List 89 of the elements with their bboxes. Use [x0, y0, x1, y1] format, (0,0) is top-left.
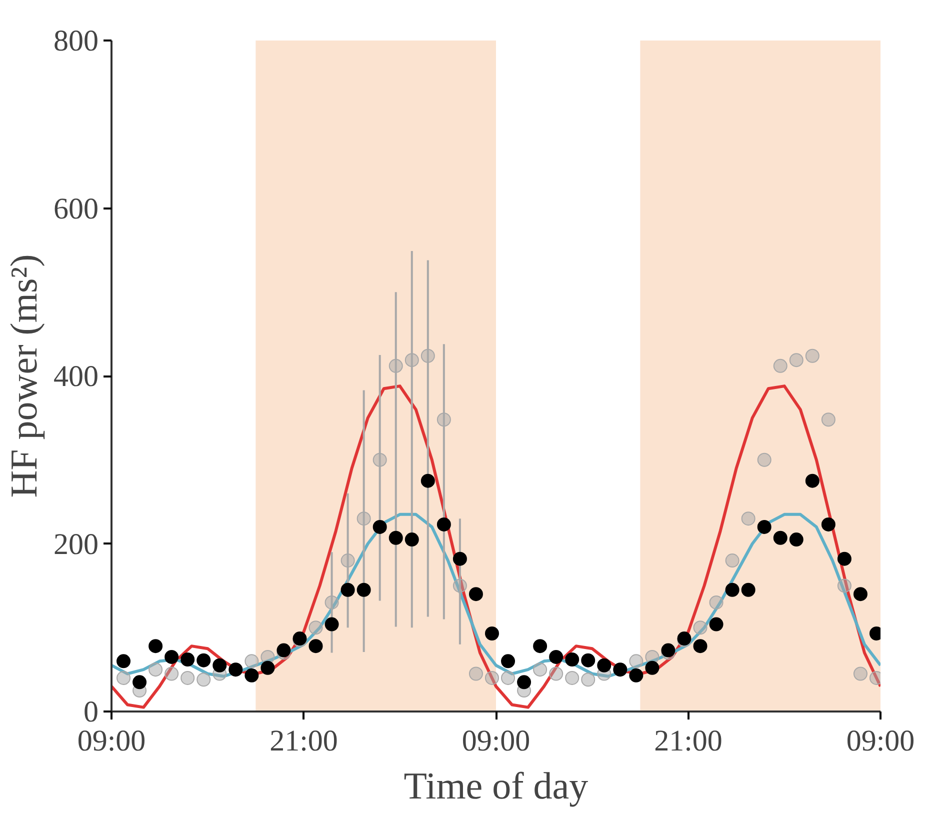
y-tick-label: 200 [54, 528, 98, 561]
point [164, 666, 179, 681]
point [468, 666, 483, 681]
y-tick-label: 400 [54, 360, 98, 393]
point [709, 595, 724, 610]
point [260, 660, 275, 675]
point [116, 670, 131, 685]
point [244, 654, 259, 668]
point [805, 474, 820, 488]
point [452, 578, 467, 593]
point [805, 348, 820, 363]
point [132, 675, 147, 690]
point [308, 639, 323, 654]
point [196, 672, 211, 687]
point [565, 652, 580, 666]
point [597, 658, 612, 672]
point [164, 650, 179, 664]
point [741, 582, 756, 597]
point [196, 653, 211, 668]
point [484, 670, 499, 685]
x-axis-title: Time of day [404, 766, 588, 808]
point [148, 639, 163, 654]
point [436, 517, 451, 532]
point [324, 595, 339, 610]
point [821, 517, 836, 532]
point [629, 654, 644, 668]
point [757, 520, 772, 534]
point [244, 668, 259, 682]
point [661, 643, 676, 658]
x-tick-label: 21:00 [654, 724, 722, 758]
point [549, 650, 564, 664]
point [356, 512, 371, 526]
point [853, 587, 868, 602]
point [741, 512, 756, 526]
y-tick-label: 600 [54, 192, 98, 226]
x-tick-label: 21:00 [270, 724, 338, 758]
x-tick-label: 09:00 [462, 724, 530, 758]
point [853, 666, 868, 681]
point [308, 620, 323, 635]
point [276, 643, 291, 658]
point [404, 353, 419, 368]
y-tick-label: 800 [54, 24, 98, 58]
point [116, 654, 131, 668]
point [645, 660, 660, 675]
point [693, 639, 708, 654]
point [388, 530, 403, 545]
point [340, 554, 355, 568]
point [773, 358, 788, 373]
point [180, 652, 195, 666]
point [420, 348, 435, 363]
point [693, 620, 708, 635]
point [789, 532, 804, 547]
point [837, 578, 852, 593]
point [452, 552, 467, 566]
line-series [112, 384, 880, 709]
point [725, 582, 740, 597]
point [180, 670, 195, 685]
point [581, 653, 596, 668]
point [148, 662, 163, 677]
y-axis-title: HF power (ms²) [4, 254, 46, 498]
point [484, 626, 499, 640]
point [388, 358, 403, 373]
point [533, 662, 548, 677]
point [549, 666, 564, 681]
point [212, 658, 227, 672]
point [372, 452, 387, 467]
point [372, 520, 387, 534]
point [501, 670, 516, 685]
point [837, 552, 852, 566]
point [533, 639, 548, 654]
point [324, 617, 339, 632]
point [340, 582, 355, 597]
point [501, 654, 516, 668]
point [821, 412, 836, 427]
point [436, 412, 451, 427]
point [789, 353, 804, 368]
point [773, 530, 788, 545]
point [468, 587, 483, 602]
x-tick-label: 09:00 [846, 724, 915, 758]
point [629, 668, 644, 682]
point [725, 554, 740, 568]
point [420, 474, 435, 488]
point [517, 675, 532, 690]
point [709, 617, 724, 632]
point [404, 532, 419, 547]
point [757, 452, 772, 467]
point [565, 670, 580, 685]
point [581, 672, 596, 687]
point [356, 582, 371, 597]
